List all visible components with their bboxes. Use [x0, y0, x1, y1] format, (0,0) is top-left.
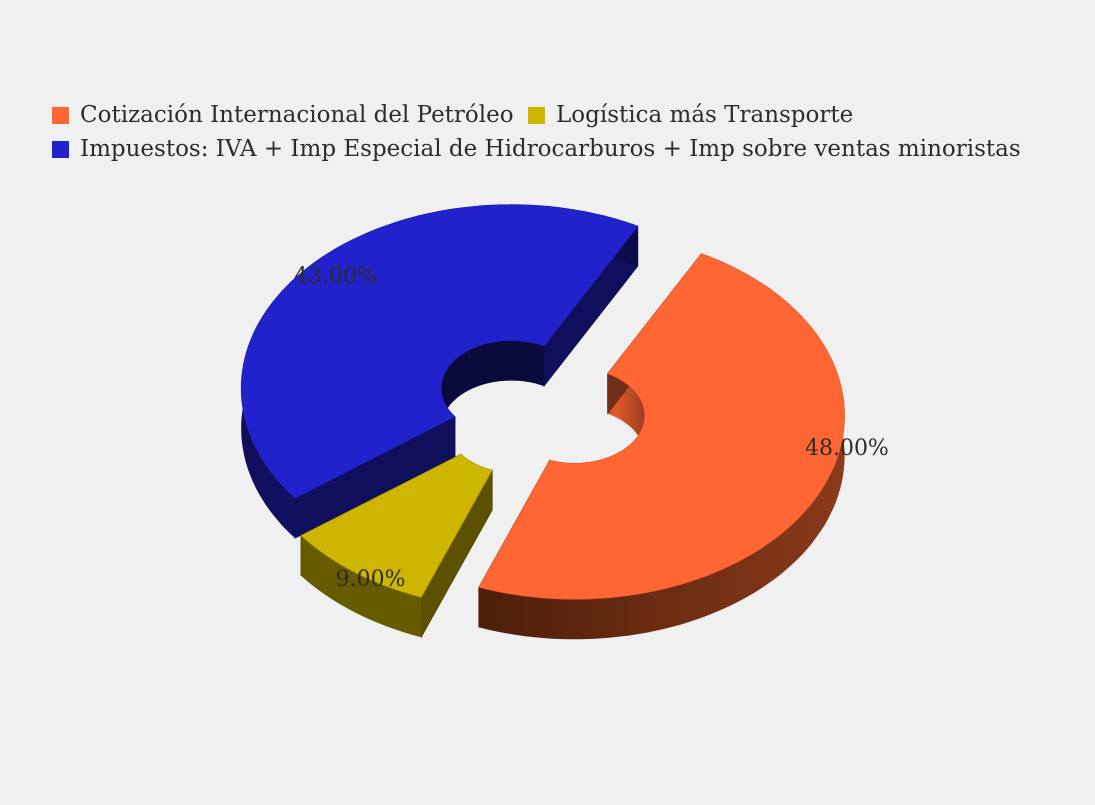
slice-inner-wall-2	[441, 340, 544, 457]
slices	[240, 204, 845, 640]
data-label-0: 48.00%	[805, 436, 889, 461]
legend-item-logistica[interactable]: Logística más Transporte	[528, 102, 853, 128]
legend-swatch-petroleo	[52, 106, 69, 124]
slice-top-0	[478, 253, 845, 600]
data-label-2: 43.00%	[294, 264, 378, 289]
legend-row: Impuestos: IVA + Imp Especial de Hidroca…	[52, 132, 1052, 166]
legend: Cotización Internacional del Petróleo Lo…	[52, 98, 1052, 166]
legend-label-impuestos: Impuestos: IVA + Imp Especial de Hidroca…	[80, 136, 1021, 162]
legend-row: Cotización Internacional del Petróleo Lo…	[52, 98, 1052, 132]
slice-1[interactable]	[300, 453, 493, 639]
slice-outer-wall-1	[300, 535, 422, 638]
slice-top-1	[300, 453, 493, 598]
legend-item-impuestos[interactable]: Impuestos: IVA + Imp Especial de Hidroca…	[52, 136, 1021, 162]
legend-swatch-impuestos	[52, 140, 69, 158]
slice-top-2	[240, 204, 639, 499]
legend-swatch-logistica	[528, 106, 545, 124]
data-labels: 48.00% 9.00% 43.00%	[294, 264, 889, 592]
legend-label-logistica: Logística más Transporte	[556, 102, 854, 128]
slice-outer-wall-0	[478, 253, 845, 640]
legend-label-petroleo: Cotización Internacional del Petróleo	[80, 102, 514, 128]
legend-item-petroleo[interactable]: Cotización Internacional del Petróleo	[52, 102, 528, 128]
slice-2[interactable]	[240, 204, 639, 539]
data-label-1: 9.00%	[336, 567, 406, 592]
slice-0[interactable]	[478, 252, 845, 640]
